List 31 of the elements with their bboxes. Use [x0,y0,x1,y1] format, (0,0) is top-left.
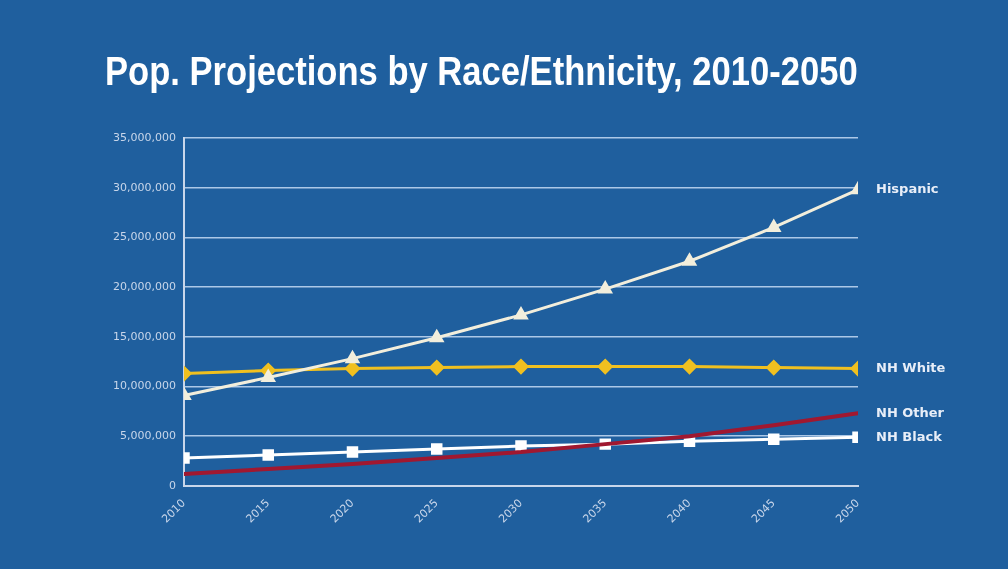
series-label: NH White [876,359,946,375]
series-label: NH Other [876,404,945,420]
point [597,359,613,375]
point [431,443,443,455]
point [262,449,274,461]
point [430,330,444,343]
point [513,359,529,375]
point [768,433,780,445]
point [682,253,697,266]
y-tick-label: 30,000,000 [113,180,176,194]
point [767,219,781,232]
point [514,307,528,320]
y-tick-label: 5,000,000 [120,429,176,443]
y-tick-label: 35,000,000 [113,130,176,144]
point [682,359,697,375]
point [429,360,445,376]
point [345,351,360,364]
point [598,281,612,294]
point [766,360,782,376]
point [346,446,359,458]
series-label: NH Black [876,428,943,444]
y-tick-label: 25,000,000 [113,230,176,244]
y-tick-label: 20,000,000 [113,279,176,293]
point [344,361,360,377]
series-label: Hispanic [876,181,939,197]
y-tick-label: 10,000,000 [113,379,176,393]
y-tick-label: 0 [168,478,176,492]
point [261,370,275,383]
chart-title: Pop. Projections by Race/Ethnicity, 2010-2050 [105,48,858,94]
y-tick-label: 15,000,000 [113,329,176,343]
point [515,440,527,452]
